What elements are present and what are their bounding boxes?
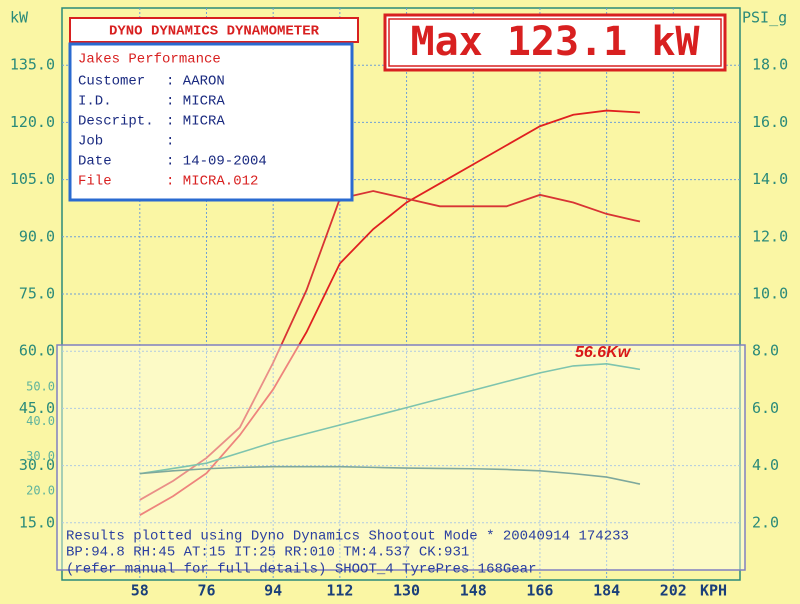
x-tick-label: 166 (526, 582, 553, 600)
x-tick-label: 202 (660, 582, 687, 600)
x-tick-label: 184 (593, 582, 620, 600)
y-tick-label: 45.0 (19, 399, 55, 417)
x-tick-label: 148 (460, 582, 487, 600)
info-value: : MICRA.012 (166, 174, 258, 190)
power-line (139, 363, 641, 475)
y-tick-label: 90.0 (19, 227, 55, 245)
info-label: Descript. (78, 114, 154, 130)
info-box (68, 42, 354, 202)
info-value: : AARON (166, 74, 225, 90)
y2-tick-label: 10.0 (752, 285, 788, 303)
info-label: File (78, 174, 112, 190)
x-tick-label: 58 (131, 582, 149, 600)
y2-tick-label: 16.0 (752, 113, 788, 131)
y-tick-label: 135.0 (10, 56, 55, 74)
info-value: : MICRA (166, 94, 225, 110)
overlay-plot: 20.0 30.0 40.0 50.0 (26, 363, 641, 498)
y2-tick-label: 4.0 (752, 456, 779, 474)
max-value: Max 123.1 kW (411, 19, 701, 65)
brand: DYNO DYNAMICS DYNAMOMETER (109, 24, 320, 40)
footer-line: (refer manual for full details) SHOOT_4 … (66, 562, 536, 578)
info-label: I.D. (78, 94, 112, 110)
y-tick-label: 120.0 (10, 113, 55, 131)
x-tick-label: 76 (197, 582, 215, 600)
x-axis-label: KPH (700, 582, 727, 600)
info-rows: Customer : AARON I.D. : MICRA Descript. : MIC… (78, 74, 267, 190)
footer-line: Results plotted using Dyno Dynamics Shoo… (66, 529, 629, 545)
y-tick-label: 30.0 (19, 456, 55, 474)
info-label: Job (78, 134, 103, 150)
y2-tick-label: 8.0 (752, 342, 779, 360)
y-tick-label: 50.0 (26, 379, 55, 393)
y-tick-label: 30.0 (26, 449, 55, 463)
power-line (139, 465, 641, 485)
info-label: Customer (78, 74, 145, 90)
y-tick-label: 40.0 (26, 414, 55, 428)
footer-line: BP:94.8 RH:45 AT:15 IT:25 RR:010 TM:4.53… (66, 545, 469, 561)
y2-tick-label: 12.0 (752, 227, 788, 245)
y-tick-label: 20.0 (26, 484, 55, 498)
y2-tick-label: 2.0 (752, 513, 779, 531)
info-label: Date (78, 154, 112, 170)
y-tick-label: 15.0 (19, 513, 55, 531)
power-line (139, 109, 641, 516)
y2-tick-label: 18.0 (752, 56, 788, 74)
x-tick-label: 94 (264, 582, 282, 600)
y-tick-label: 105.0 (10, 170, 55, 188)
info-value: : (166, 134, 174, 150)
y-axis-label: kW (10, 9, 29, 27)
brand-box (69, 17, 359, 43)
info-title: Jakes Performance (78, 52, 221, 68)
y2-axis-label: PSI_g (742, 9, 787, 27)
overlay-annotation: 56.6Kw (575, 344, 632, 361)
info-value: : 14-09-2004 (166, 154, 267, 170)
max-box-inner (388, 18, 722, 67)
x-tick-label: 130 (393, 582, 420, 600)
footer: Results plotted using Dyno Dynamics Shoo… (66, 529, 629, 578)
y-tick-label: 75.0 (19, 285, 55, 303)
y2-tick-label: 14.0 (752, 170, 788, 188)
max-box (383, 13, 727, 72)
y-tick-label: 60.0 (19, 342, 55, 360)
power-line (139, 190, 641, 501)
x-tick-label: 112 (326, 582, 353, 600)
y2-tick-label: 6.0 (752, 399, 779, 417)
overlay-panel (56, 344, 746, 571)
main-plot: 15.0 30.0 45.0 60.0 75.0 90.0 105.0 120.0 135.0 2… (10, 8, 788, 600)
info-value: : MICRA (166, 114, 225, 130)
